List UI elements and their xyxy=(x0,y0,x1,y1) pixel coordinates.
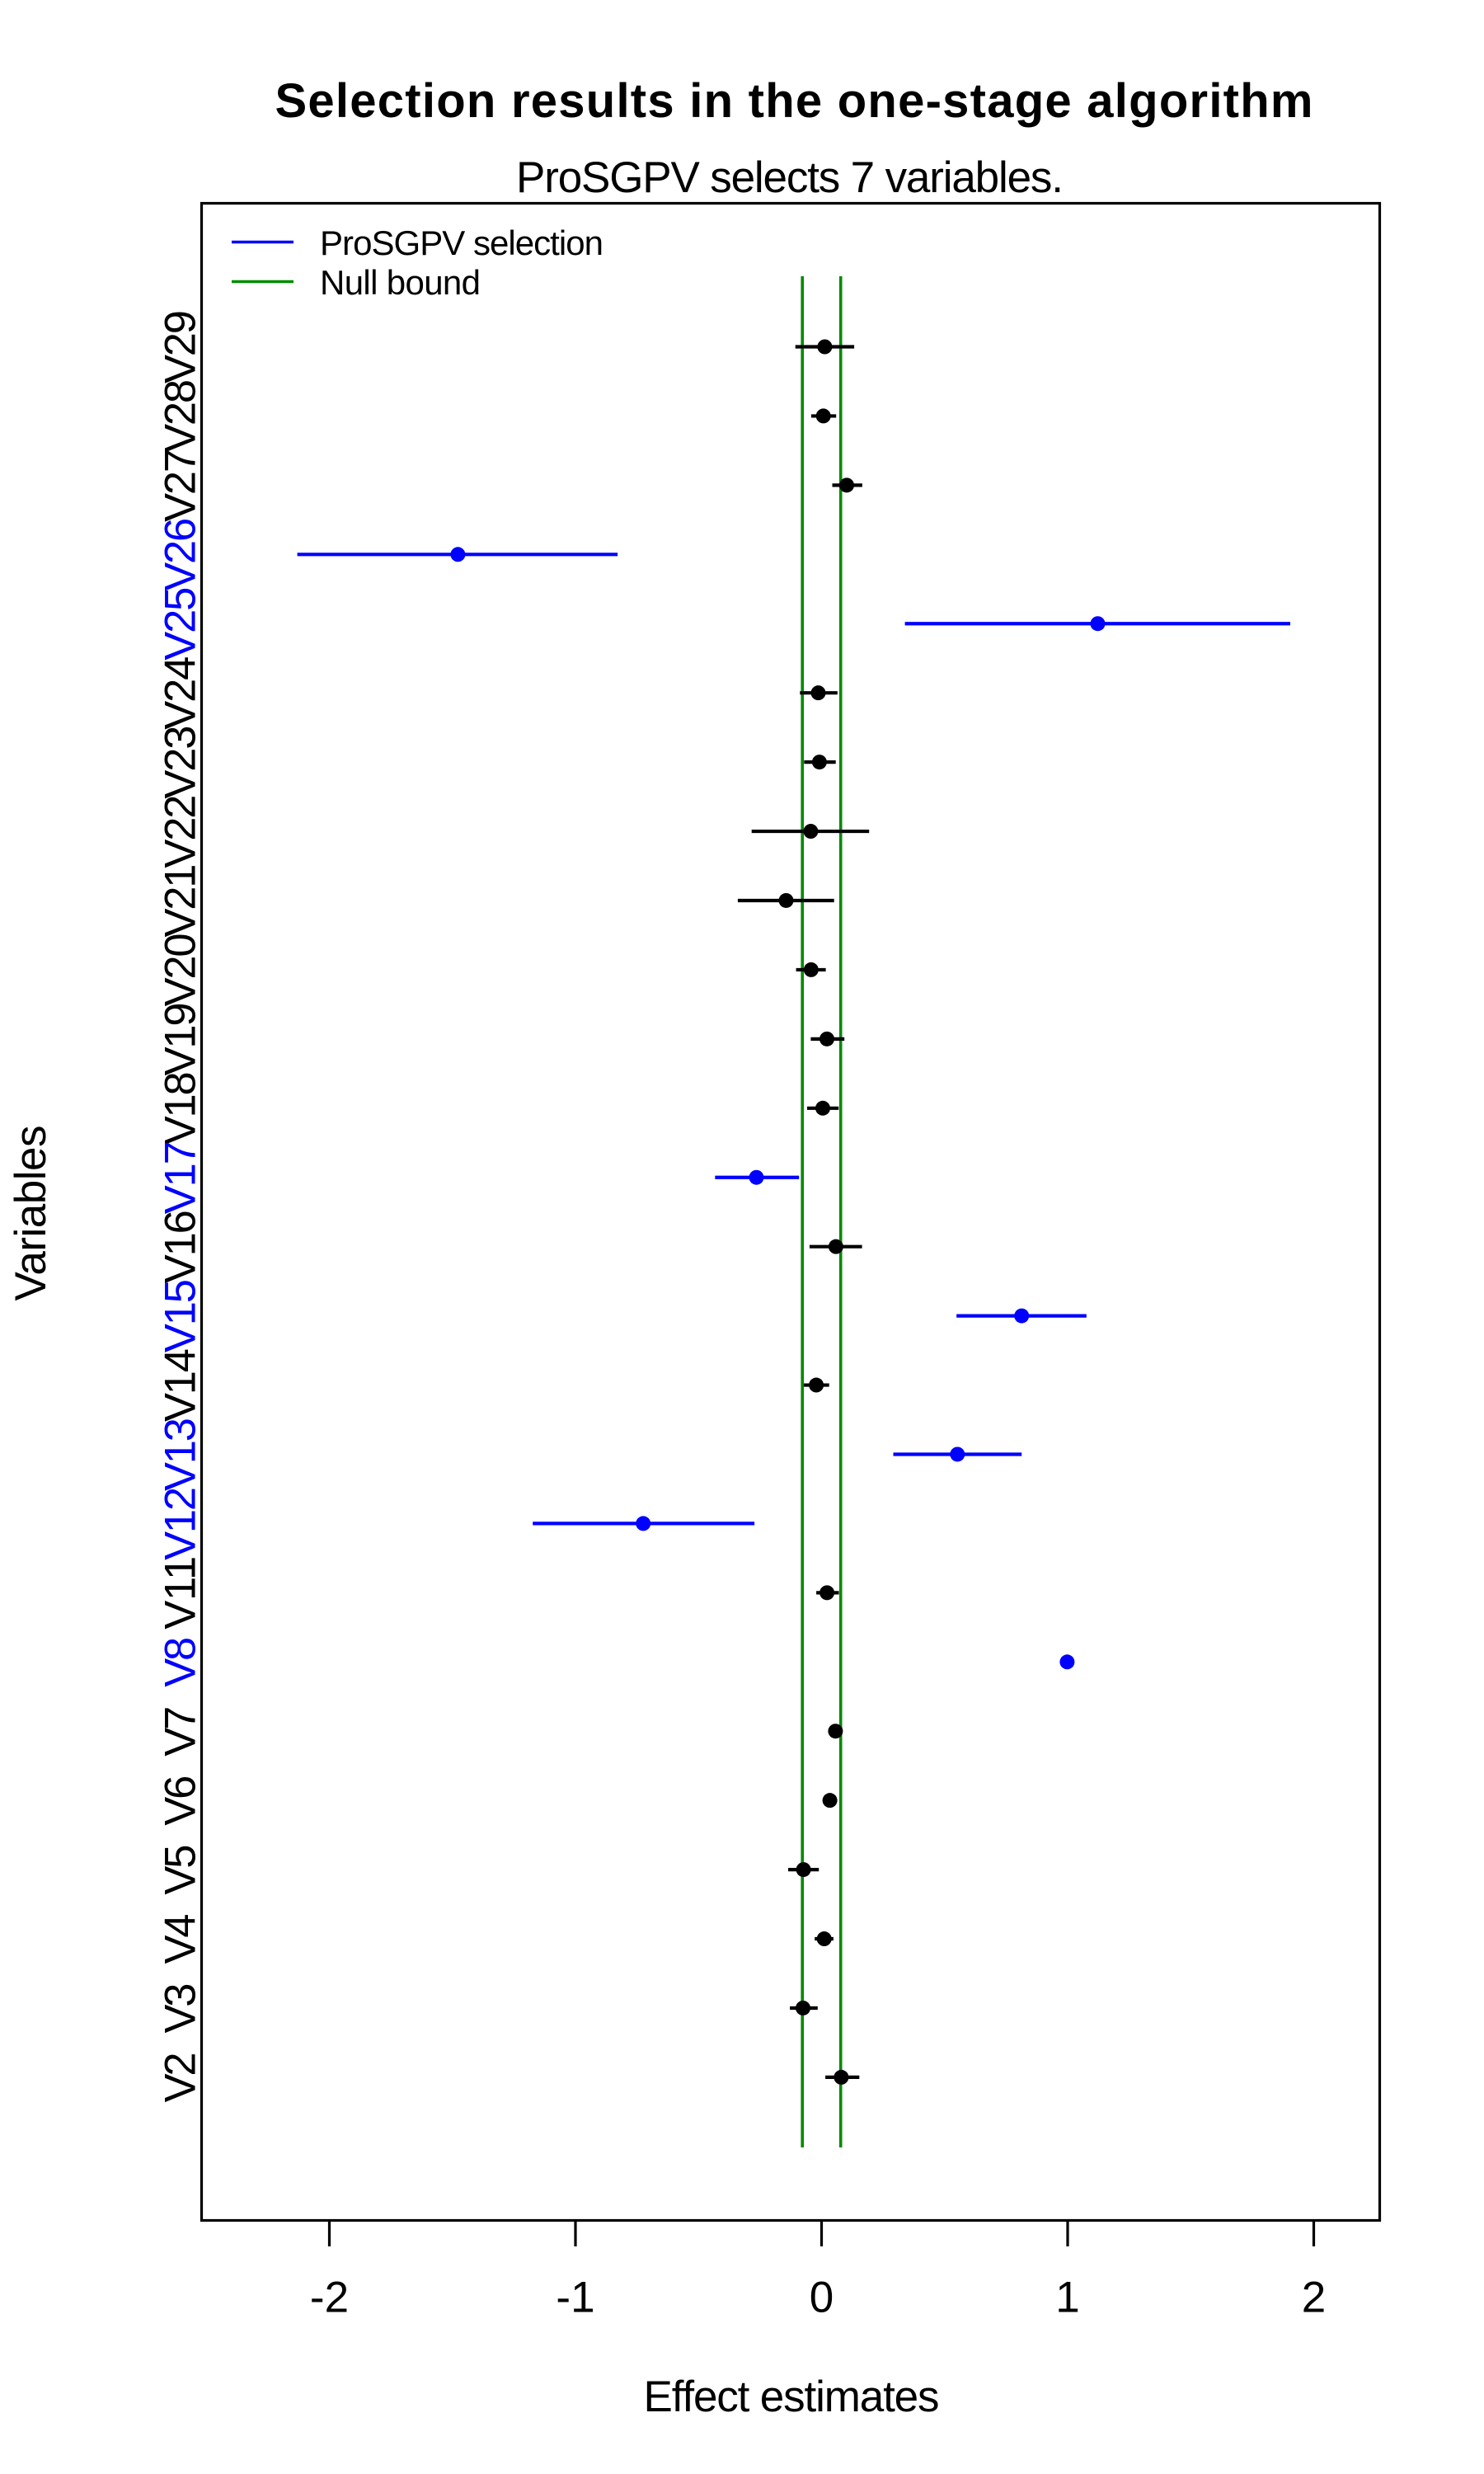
svg-text:V13: V13 xyxy=(157,1418,205,1491)
svg-text:0: 0 xyxy=(810,2274,834,2322)
svg-text:V6: V6 xyxy=(157,1776,205,1826)
svg-text:V4: V4 xyxy=(157,1914,205,1964)
svg-text:V28: V28 xyxy=(157,379,205,453)
svg-text:V19: V19 xyxy=(157,1002,205,1075)
svg-text:V22: V22 xyxy=(157,795,205,868)
svg-text:V27: V27 xyxy=(157,449,205,522)
svg-text:V16: V16 xyxy=(157,1210,205,1283)
svg-text:V26: V26 xyxy=(157,518,205,591)
svg-text:V2: V2 xyxy=(157,2052,205,2102)
svg-text:Null bound: Null bound xyxy=(320,263,481,302)
svg-text:1: 1 xyxy=(1055,2274,1079,2322)
svg-text:V7: V7 xyxy=(157,1706,205,1757)
svg-text:V29: V29 xyxy=(157,310,205,383)
svg-text:V14: V14 xyxy=(157,1348,205,1422)
svg-text:-1: -1 xyxy=(556,2274,594,2322)
svg-text:V11: V11 xyxy=(157,1556,205,1630)
svg-text:V20: V20 xyxy=(157,933,205,1006)
svg-text:V8: V8 xyxy=(157,1637,205,1687)
svg-text:V21: V21 xyxy=(157,864,205,938)
svg-text:V12: V12 xyxy=(157,1487,205,1560)
svg-text:V5: V5 xyxy=(157,1845,205,1895)
svg-text:ProSGPV selects 7 variables.: ProSGPV selects 7 variables. xyxy=(516,153,1064,202)
svg-text:V18: V18 xyxy=(157,1071,205,1145)
svg-text:V24: V24 xyxy=(157,656,205,730)
svg-text:V23: V23 xyxy=(157,726,205,799)
svg-text:Selection results in the one-s: Selection results in the one-stage algor… xyxy=(275,74,1313,128)
svg-text:V17: V17 xyxy=(157,1141,205,1214)
svg-text:V3: V3 xyxy=(157,1983,205,2034)
svg-text:2: 2 xyxy=(1302,2274,1326,2322)
svg-text:-2: -2 xyxy=(310,2274,349,2322)
svg-text:V25: V25 xyxy=(157,587,205,661)
svg-text:V15: V15 xyxy=(157,1279,205,1352)
svg-text:Effect estimates: Effect estimates xyxy=(644,2373,940,2421)
svg-text:Variables: Variables xyxy=(7,1126,55,1301)
svg-text:ProSGPV selection: ProSGPV selection xyxy=(320,223,603,262)
